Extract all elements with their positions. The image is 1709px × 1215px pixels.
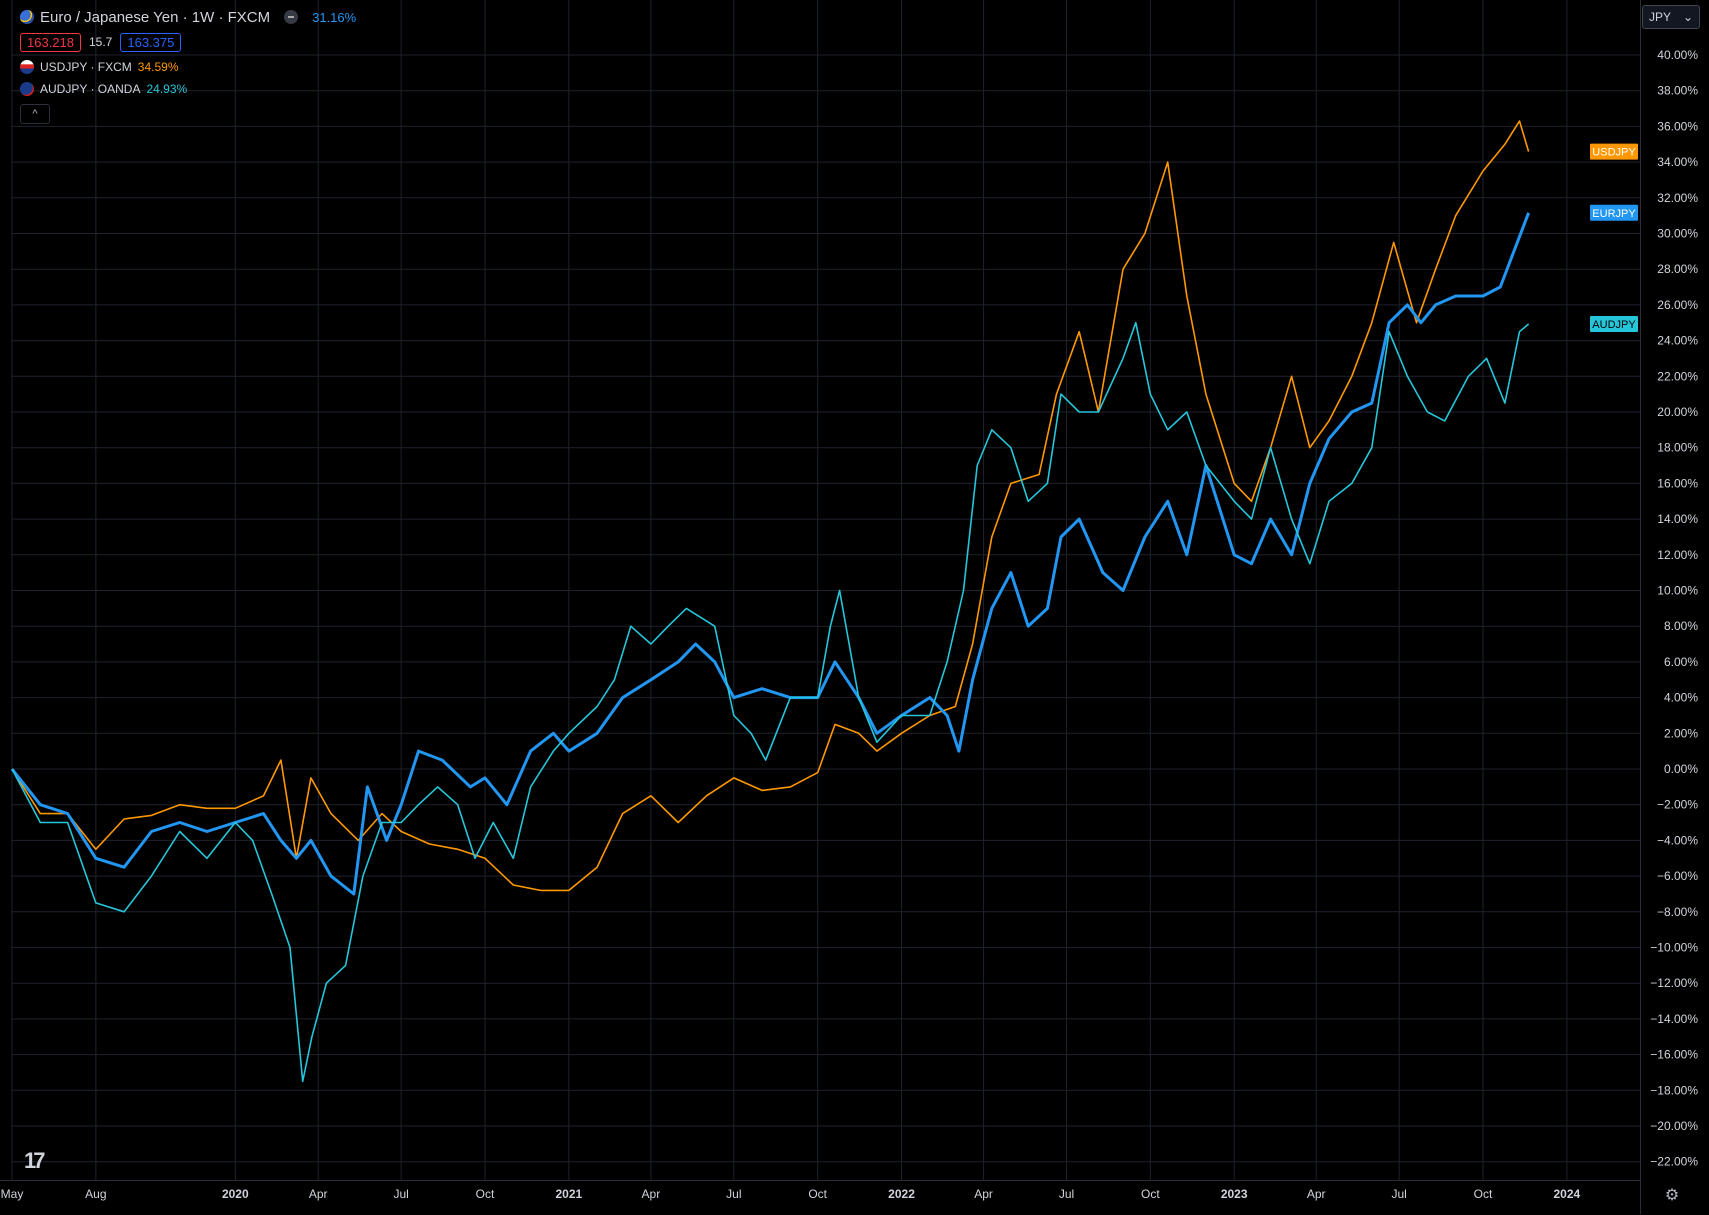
compare-change: 34.59%: [137, 60, 179, 74]
tradingview-logo: 17: [24, 1148, 46, 1173]
minus-icon[interactable]: [284, 10, 299, 24]
currency-selector[interactable]: JPY ⌄: [1642, 5, 1700, 29]
ask-price[interactable]: 163.375: [120, 32, 182, 52]
currency-label: JPY: [1649, 10, 1672, 24]
main-change: 31.16%: [312, 9, 357, 25]
price-axis[interactable]: [1640, 0, 1709, 1214]
compare-change: 24.93%: [146, 82, 188, 96]
bid-price[interactable]: 163.218: [20, 32, 81, 52]
series-line-audjpy: [11, 321, 1530, 1083]
main-symbol-row[interactable]: Euro / Japanese Yen · 1W · FXCM 31.16%: [20, 6, 356, 28]
series-line-usdjpy: [11, 120, 1530, 892]
main-symbol-title: Euro / Japanese Yen · 1W · FXCM: [40, 8, 271, 26]
compare-label: AUDJPY · OANDA: [40, 82, 141, 96]
compare-row-usdjpy[interactable]: USDJPY · FXCM 34.59%: [20, 56, 356, 78]
chevron-down-icon: ⌄: [1682, 10, 1693, 24]
grid: [11, 0, 1640, 1180]
legend: Euro / Japanese Yen · 1W · FXCM 31.16% 1…: [20, 6, 356, 124]
series-lines: [10, 120, 1531, 1083]
time-axis[interactable]: [0, 1180, 1640, 1215]
spread-value: 15.7: [89, 35, 113, 49]
gear-icon[interactable]: ⚙: [1664, 1187, 1680, 1204]
price-row: 163.218 15.7 163.375: [20, 28, 356, 56]
eu-flag-icon: [20, 10, 34, 24]
compare-row-audjpy[interactable]: AUDJPY · OANDA 24.93%: [20, 78, 356, 100]
compare-label: USDJPY · FXCM: [40, 60, 132, 74]
au-flag-icon: [20, 82, 34, 96]
series-line-eurjpy: [10, 212, 1531, 896]
collapse-legend-button[interactable]: ^: [20, 104, 50, 124]
us-flag-icon: [20, 60, 34, 74]
chevron-up-icon: ^: [32, 108, 38, 120]
